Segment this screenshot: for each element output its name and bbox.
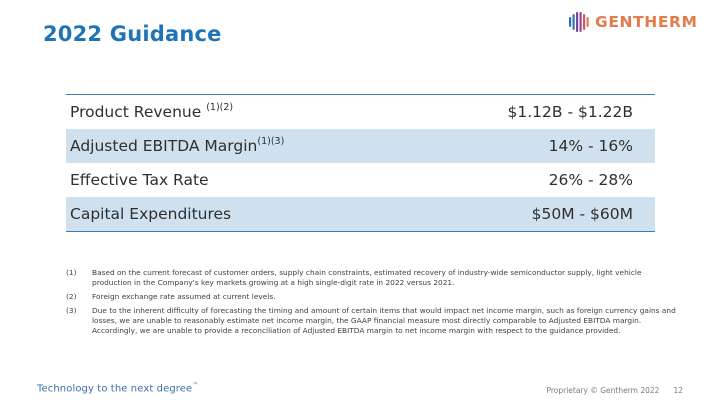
table-row: Capital Expenditures $50M - $60M xyxy=(66,197,655,231)
trademark-mark: ™ xyxy=(192,382,199,389)
footnote-item: (2) Foreign exchange rate assumed at curr… xyxy=(66,292,676,302)
row-value: 14% - 16% xyxy=(548,137,633,155)
gentherm-logo-icon xyxy=(569,12,589,32)
logo-wordmark: GENTHERM xyxy=(595,13,698,31)
footnote-text: Due to the inherent difficulty of foreca… xyxy=(92,306,676,335)
table-row: Adjusted EBITDA Margin(1)(3) 14% - 16% xyxy=(66,129,655,163)
footnote-ref: (1)(2) xyxy=(206,101,234,113)
proprietary-notice: Proprietary © Gentherm 2022 xyxy=(546,386,660,395)
row-value: $1.12B - $1.22B xyxy=(507,103,633,121)
tagline-text: Technology to the next degree xyxy=(37,383,193,395)
footnote-item: (1) Based on the current forecast of cust… xyxy=(66,268,676,288)
row-value: 26% - 28% xyxy=(548,171,633,189)
row-label-text: Effective Tax Rate xyxy=(70,171,209,189)
row-label: Effective Tax Rate xyxy=(70,171,209,189)
guidance-table: Product Revenue (1)(2) $1.12B - $1.22B Adj… xyxy=(66,94,655,232)
company-logo: GENTHERM xyxy=(568,11,698,33)
row-label-text: Capital Expenditures xyxy=(70,205,232,223)
footnote-number: (3) xyxy=(66,306,77,315)
footnote-ref: (1)(3) xyxy=(257,135,285,147)
footnote-item: (3) Due to the inherent difficulty of for… xyxy=(66,306,676,336)
table-row: Product Revenue (1)(2) $1.12B - $1.22B xyxy=(66,95,655,129)
page-title: 2022 Guidance xyxy=(43,22,222,46)
footnote-number: (2) xyxy=(66,292,77,301)
footnote-text: Foreign exchange rate assumed at current… xyxy=(92,292,276,301)
footnote-number: (1) xyxy=(66,268,77,277)
row-label-text: Adjusted EBITDA Margin xyxy=(70,137,258,156)
table-row: Effective Tax Rate 26% - 28% xyxy=(66,163,655,197)
row-label: Adjusted EBITDA Margin(1)(3) xyxy=(70,135,285,156)
footnote-text: Based on the current forecast of custome… xyxy=(92,268,642,287)
row-label: Capital Expenditures xyxy=(70,205,231,223)
footnotes: (1) Based on the current forecast of cust… xyxy=(66,268,676,340)
row-label-text: Product Revenue xyxy=(70,103,207,122)
tagline: Technology to the next degree™ xyxy=(37,382,198,394)
row-value: $50M - $60M xyxy=(531,205,633,223)
page-number: 12 xyxy=(673,386,683,395)
row-label: Product Revenue (1)(2) xyxy=(70,101,234,122)
slide-footer: Proprietary © Gentherm 2022 12 xyxy=(546,386,683,395)
